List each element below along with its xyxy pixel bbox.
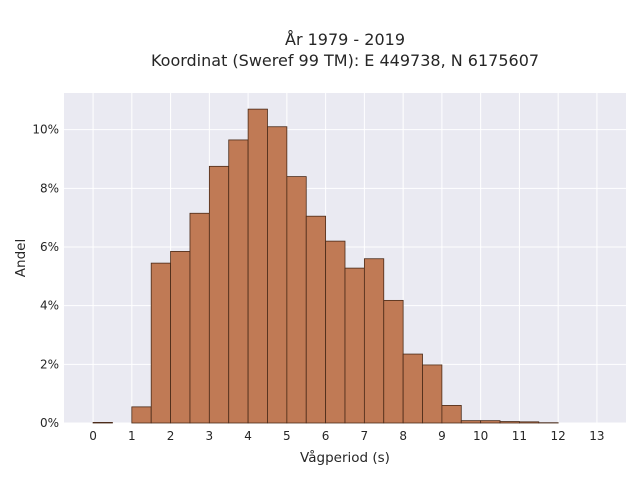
histogram-bar xyxy=(460,420,482,424)
y-tick-labels: 0% 2% 4% 6% 8% 10% xyxy=(32,123,59,430)
y-tick-label: 10% xyxy=(32,123,59,137)
histogram-bar xyxy=(267,126,288,424)
y-axis-label: Andel xyxy=(13,239,29,277)
x-tick-label: 7 xyxy=(361,429,369,443)
histogram-bar xyxy=(363,258,385,424)
chart-subtitle: Koordinat (Sweref 99 TM): E 449738, N 61… xyxy=(151,51,539,70)
x-tick-label: 1 xyxy=(128,429,136,443)
histogram-bar xyxy=(305,215,327,424)
x-tick-label: 13 xyxy=(589,429,604,443)
histogram-bar xyxy=(131,406,152,424)
y-tick-label: 6% xyxy=(40,240,59,254)
histogram-bar xyxy=(150,262,171,424)
histogram-bar xyxy=(208,165,230,424)
histogram-bar xyxy=(422,364,443,424)
x-tick-label: 9 xyxy=(438,429,446,443)
y-tick-label: 2% xyxy=(40,357,59,371)
x-axis-label: Vågperiod (s) xyxy=(300,449,390,466)
histogram-bar xyxy=(480,420,501,424)
x-tick-label: 5 xyxy=(283,429,291,443)
histogram-bar xyxy=(325,240,346,424)
histogram-bar xyxy=(247,108,268,424)
x-tick-label: 2 xyxy=(167,429,175,443)
histogram-bar xyxy=(441,404,462,424)
y-tick-label: 0% xyxy=(40,416,59,430)
x-tick-label: 12 xyxy=(551,429,566,443)
x-tick-labels: 0 1 2 3 4 5 6 7 8 9 10 11 12 13 xyxy=(89,429,604,443)
y-tick-label: 8% xyxy=(40,181,59,195)
x-tick-label: 11 xyxy=(512,429,527,443)
x-tick-label: 4 xyxy=(244,429,252,443)
histogram-bar xyxy=(286,176,307,424)
x-tick-label: 10 xyxy=(473,429,488,443)
x-tick-label: 3 xyxy=(206,429,214,443)
x-tick-label: 6 xyxy=(322,429,330,443)
x-tick-label: 8 xyxy=(399,429,407,443)
bars xyxy=(92,108,559,424)
histogram-bar xyxy=(344,267,365,424)
histogram-bar xyxy=(92,422,113,424)
histogram-bar xyxy=(228,139,249,424)
histogram-bar xyxy=(189,212,210,424)
y-tick-label: 4% xyxy=(40,299,59,313)
histogram-bar xyxy=(519,421,540,424)
chart-title: År 1979 - 2019 xyxy=(285,30,405,49)
histogram-bar xyxy=(170,250,191,424)
histogram-bar xyxy=(402,353,423,424)
histogram-bar xyxy=(499,421,520,424)
x-tick-label: 0 xyxy=(89,429,97,443)
histogram-bar xyxy=(383,299,404,424)
